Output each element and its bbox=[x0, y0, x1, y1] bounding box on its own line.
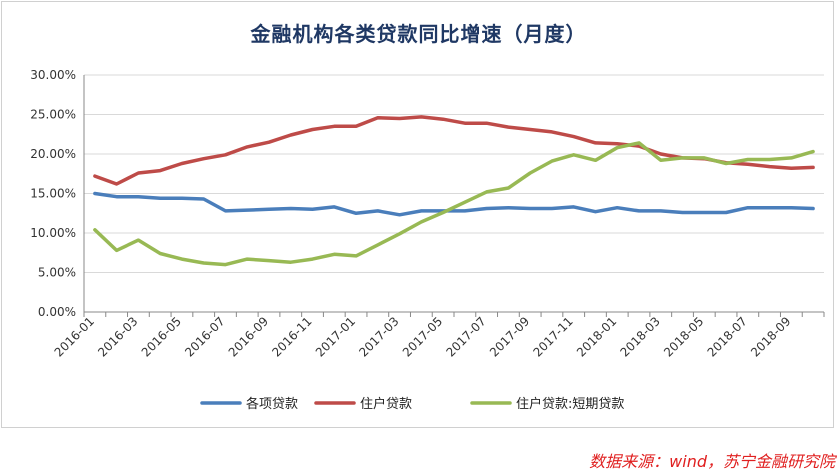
chart-title: 金融机构各类贷款同比增速（月度） bbox=[250, 22, 587, 46]
x-tick-label: 2018-07 bbox=[705, 314, 750, 359]
y-tick-label: 25.00% bbox=[30, 108, 76, 122]
x-tick-label: 2017-01 bbox=[313, 314, 358, 359]
x-tick-label: 2017-05 bbox=[400, 314, 445, 359]
legend-label: 各项贷款 bbox=[246, 396, 298, 412]
series-line-1 bbox=[93, 191, 815, 217]
x-tick-label: 2018-05 bbox=[661, 314, 706, 359]
x-tick-label: 2016-01 bbox=[52, 314, 97, 359]
line-chart: 0.00% 5.00% 10.00% 15.00% 20.00% 25.00% 30.00%… bbox=[30, 68, 825, 412]
series-line-2 bbox=[93, 115, 815, 186]
x-tick-label: 2018-03 bbox=[618, 314, 663, 359]
x-tick-label: 2018-09 bbox=[748, 314, 793, 359]
legend-label: 住户贷款:短期贷款 bbox=[516, 396, 624, 412]
x-tick-label: 2016-07 bbox=[182, 314, 227, 359]
y-tick-label: 20.00% bbox=[30, 147, 76, 161]
x-tick-label: 2016-03 bbox=[95, 314, 140, 359]
x-tick-label: 2017-11 bbox=[530, 314, 575, 359]
series-lines bbox=[93, 115, 815, 267]
y-tick-label: 15.00% bbox=[30, 187, 76, 201]
y-tick-label: 30.00% bbox=[30, 68, 76, 82]
x-tick-label: 2016-11 bbox=[269, 314, 314, 359]
x-tick-label: 2016-05 bbox=[139, 314, 184, 359]
x-tick-label: 2017-03 bbox=[356, 314, 401, 359]
y-tick-label: 0.00% bbox=[38, 305, 76, 319]
x-tick-label: 2016-09 bbox=[226, 314, 271, 359]
series-line-3 bbox=[93, 141, 815, 267]
x-tick-label: 2017-07 bbox=[443, 314, 488, 359]
y-tick-label: 5.00% bbox=[38, 266, 76, 280]
y-tick-label: 10.00% bbox=[30, 226, 76, 240]
x-tick-label: 2017-09 bbox=[487, 314, 532, 359]
legend-label: 住户贷款 bbox=[360, 396, 412, 412]
legend: 各项贷款 住户贷款 住户贷款:短期贷款 bbox=[200, 396, 624, 412]
chart-frame: 金融机构各类贷款同比增速（月度） 0.00% 5.00% 10.00% 15.00% 2… bbox=[1, 1, 834, 428]
grid-lines bbox=[84, 74, 824, 273]
x-tick-label: 2018-01 bbox=[574, 314, 619, 359]
source-note: 数据来源：wind，苏宁金融研究院 bbox=[589, 452, 835, 471]
